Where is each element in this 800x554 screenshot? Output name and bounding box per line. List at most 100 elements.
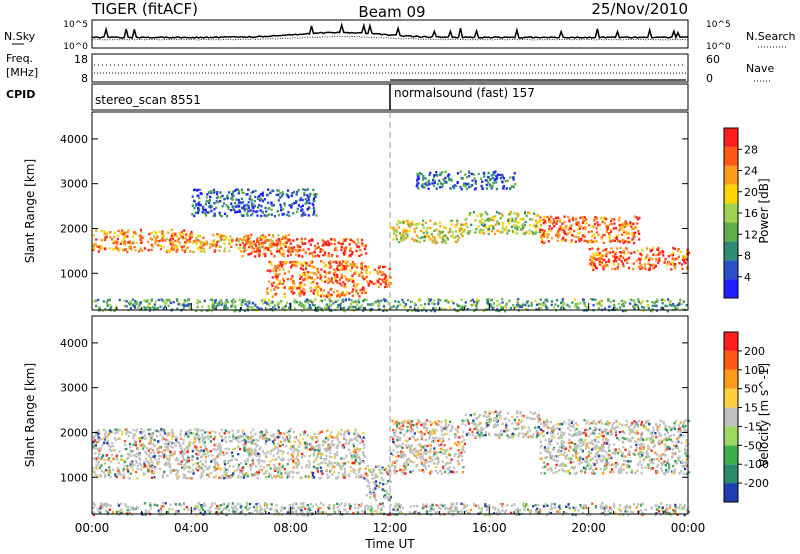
- heatmap-cell: [299, 245, 302, 249]
- heatmap-cell: [534, 229, 538, 233]
- heatmap-cell: [433, 437, 436, 440]
- heatmap-cell: [283, 432, 286, 435]
- heatmap-cell: [286, 261, 289, 264]
- heatmap-cell: [424, 444, 427, 448]
- heatmap-cell: [508, 221, 511, 225]
- heatmap-cell: [369, 492, 372, 496]
- heatmap-cell: [264, 442, 267, 445]
- heatmap-cell: [244, 235, 247, 238]
- heatmap-cell: [631, 305, 635, 308]
- heatmap-cell: [243, 238, 246, 242]
- heatmap-cell: [396, 230, 399, 233]
- heatmap-cell: [687, 251, 691, 255]
- heatmap-cell: [424, 221, 428, 224]
- heatmap-cell: [156, 460, 159, 463]
- heatmap-cell: [297, 449, 300, 452]
- heatmap-cell: [437, 444, 440, 447]
- heatmap-cell: [316, 254, 319, 257]
- heatmap-cell: [469, 212, 472, 215]
- heatmap-cell: [516, 301, 519, 304]
- heatmap-cell: [289, 445, 293, 448]
- heatmap-cell: [165, 443, 168, 447]
- heatmap-cell: [342, 476, 345, 479]
- heatmap-cell: [150, 248, 153, 252]
- heatmap-cell: [447, 301, 450, 304]
- heatmap-cell: [148, 232, 151, 236]
- heatmap-cell: [475, 228, 478, 231]
- heatmap-cell: [242, 429, 245, 432]
- heatmap-cell: [149, 442, 152, 445]
- heatmap-cell: [164, 461, 168, 465]
- heatmap-cell: [365, 272, 368, 275]
- heatmap-cell: [677, 248, 680, 251]
- heatmap-cell: [285, 237, 288, 240]
- heatmap-cell: [146, 305, 149, 309]
- heatmap-cell: [337, 471, 340, 475]
- heatmap-cell: [132, 436, 135, 440]
- heatmap-cell: [390, 306, 393, 309]
- heatmap-cell: [296, 454, 299, 458]
- heatmap-cell: [338, 278, 341, 281]
- heatmap-cell: [316, 454, 319, 457]
- heatmap-cell: [338, 264, 341, 267]
- heatmap-cell: [349, 249, 352, 253]
- heatmap-cell: [290, 266, 293, 269]
- heatmap-cell: [193, 435, 196, 439]
- heatmap-cell: [189, 237, 192, 241]
- heatmap-cell: [517, 298, 520, 301]
- heatmap-cell: [509, 210, 513, 214]
- heatmap-cell: [417, 236, 420, 239]
- heatmap-cell: [633, 301, 636, 305]
- heatmap-cell: [259, 465, 262, 468]
- heatmap-cell: [224, 301, 227, 304]
- heatmap-cell: [194, 188, 197, 191]
- heatmap-cell: [148, 465, 152, 468]
- heatmap-cell: [357, 432, 360, 436]
- heatmap-cell: [174, 435, 177, 439]
- heatmap-cell: [423, 458, 426, 462]
- heatmap-cell: [247, 188, 250, 191]
- heatmap-cell: [175, 298, 179, 301]
- heatmap-cell: [318, 443, 321, 447]
- heatmap-cell: [439, 298, 442, 302]
- heatmap-cell: [676, 306, 679, 310]
- heatmap-cell: [276, 242, 279, 245]
- heatmap-cell: [658, 257, 661, 260]
- heatmap-cell: [116, 431, 119, 434]
- heatmap-cell: [131, 235, 134, 238]
- heatmap-cell: [171, 232, 174, 235]
- heatmap-cell: [656, 298, 659, 301]
- heatmap-cell: [589, 298, 592, 301]
- heatmap-cell: [262, 302, 265, 305]
- heatmap-cell: [438, 233, 442, 236]
- heatmap-cell: [307, 460, 311, 463]
- heatmap-cell: [285, 213, 288, 217]
- heatmap-cell: [148, 447, 151, 451]
- heatmap-cell: [244, 248, 247, 252]
- heatmap-cell: [210, 209, 213, 213]
- heatmap-cell: [260, 468, 264, 472]
- heatmap-cell: [317, 463, 320, 466]
- heatmap-cell: [312, 300, 315, 303]
- heatmap-cell: [305, 463, 308, 467]
- heatmap-cell: [146, 299, 149, 302]
- heatmap-cell: [344, 293, 347, 296]
- heatmap-cell: [240, 197, 243, 200]
- heatmap-cell: [92, 440, 95, 444]
- heatmap-cell: [632, 233, 635, 237]
- heatmap-cell: [287, 439, 290, 443]
- heatmap-cell: [238, 436, 241, 440]
- heatmap-cell: [276, 247, 279, 250]
- heatmap-cell: [658, 259, 661, 262]
- heatmap-cell: [141, 236, 144, 239]
- heatmap-cell: [347, 432, 350, 435]
- heatmap-cell: [213, 436, 216, 439]
- heatmap-cell: [316, 439, 319, 442]
- heatmap-cell: [563, 229, 566, 233]
- heatmap-cell: [328, 261, 331, 264]
- heatmap-cell: [404, 439, 407, 442]
- heatmap-cell: [218, 476, 221, 479]
- heatmap-cell: [242, 236, 246, 239]
- heatmap-cell: [469, 185, 472, 188]
- heatmap-cell: [336, 275, 339, 279]
